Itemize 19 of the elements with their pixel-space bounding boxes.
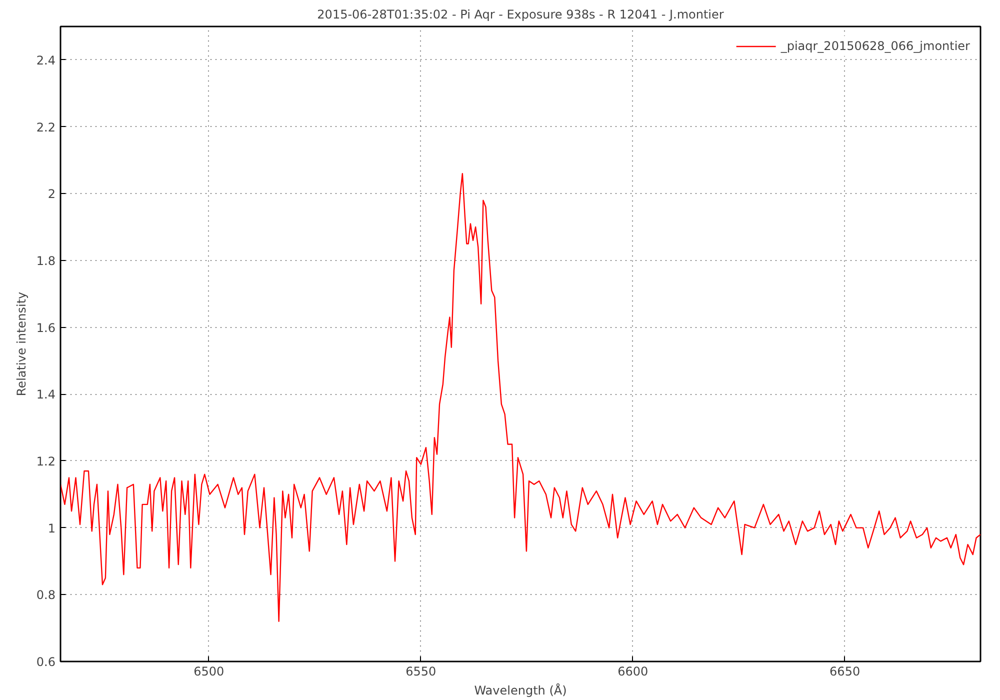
y-tick-label: 0.8 (36, 588, 56, 602)
x-tick-label: 6550 (406, 664, 436, 678)
y-tick-label: 1.4 (36, 388, 56, 402)
y-tick-label: 2.4 (36, 53, 56, 68)
y-tick-label: 1.8 (36, 254, 56, 268)
chart-title: 2015-06-28T01:35:02 - Pi Aqr - Exposure 938s - R 12041 - J.montier (317, 8, 724, 22)
x-tick-label: 6650 (830, 664, 860, 678)
x-tick-label: 6500 (194, 664, 224, 678)
x-axis-title: Wavelength (Å) (474, 682, 567, 698)
y-tick-label: 1.6 (36, 320, 56, 335)
line-series (60, 172, 980, 622)
y-tick-label: 2.2 (36, 120, 56, 134)
y-tick-label: 1 (48, 521, 56, 536)
legend-label: _piaqr_20150628_066_jmontier (780, 39, 970, 53)
x-tick-label: 6600 (618, 664, 648, 678)
y-axis-title: Relative intensity (14, 292, 28, 396)
y-tick-label: 2 (48, 187, 56, 202)
y-tick-label: 0.6 (36, 655, 56, 669)
y-tick-label: 1.2 (36, 454, 56, 468)
